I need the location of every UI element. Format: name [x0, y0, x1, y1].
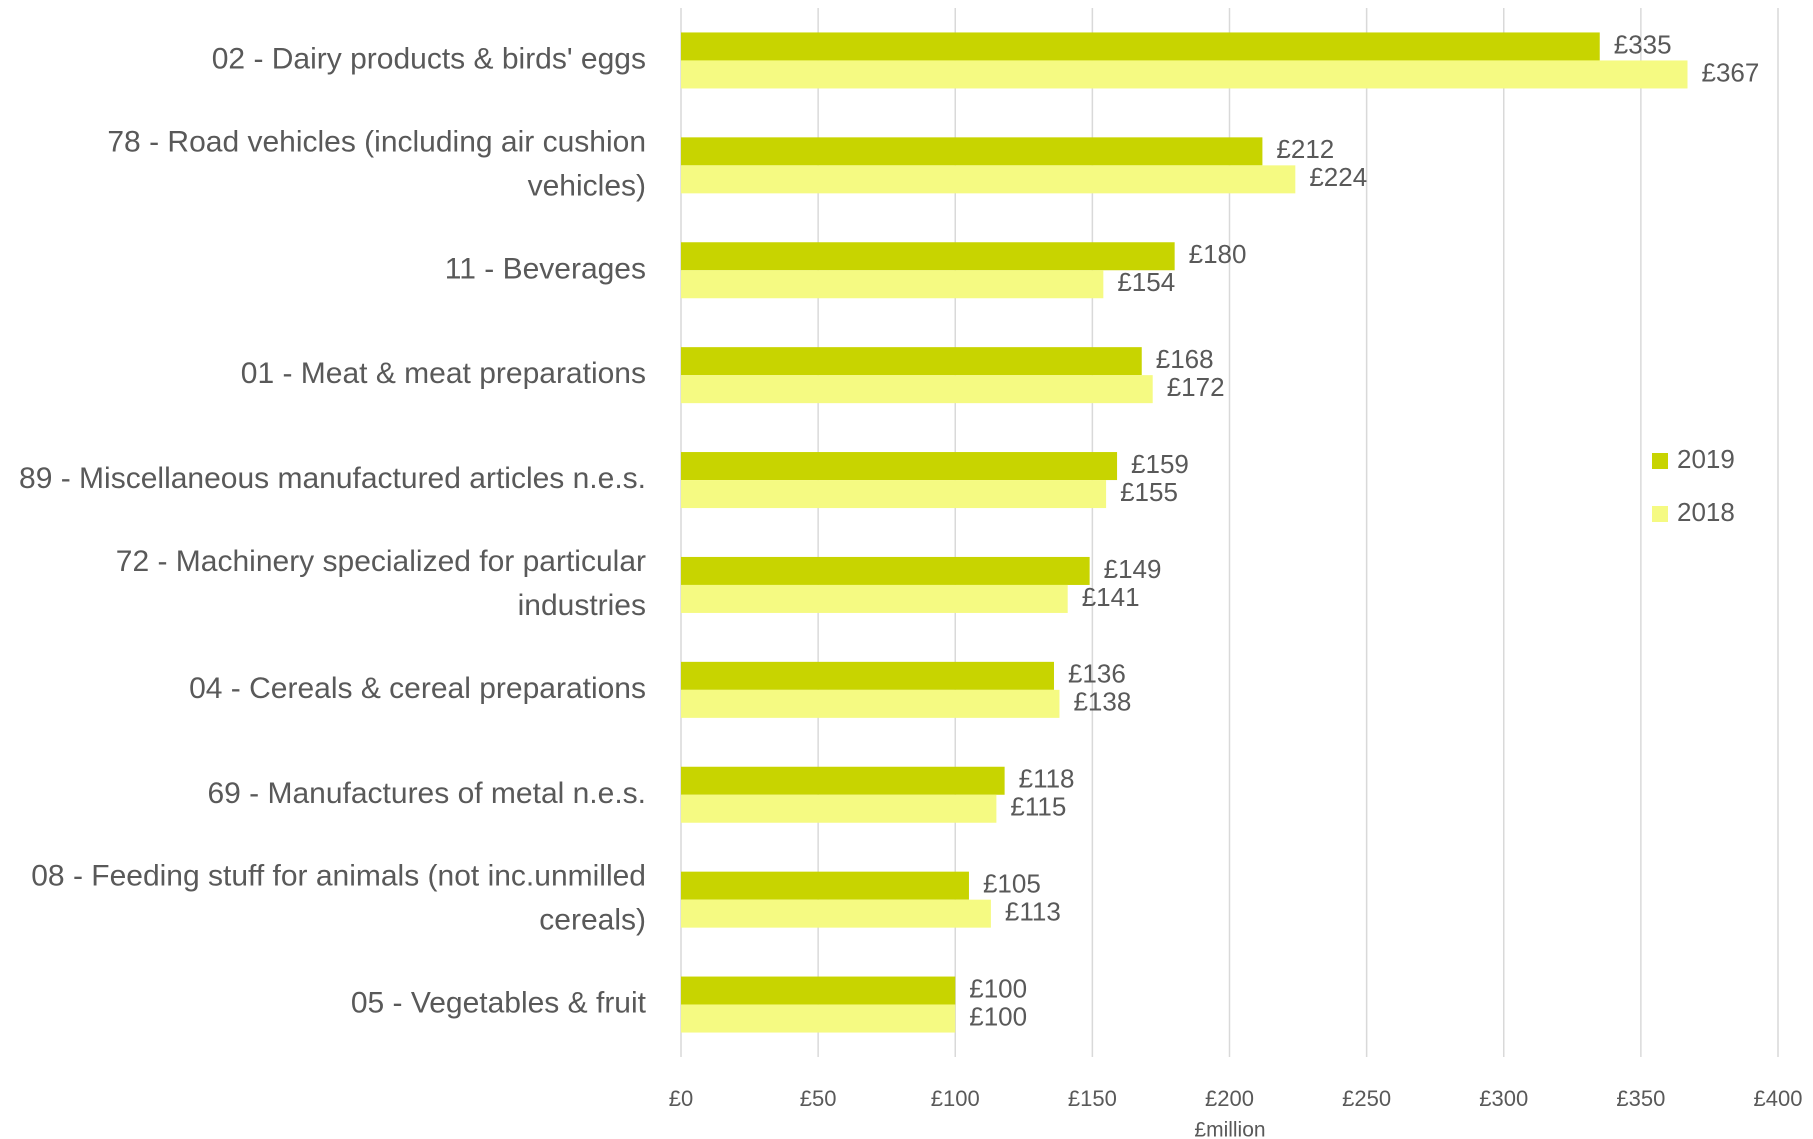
x-tick-label: £300: [1479, 1086, 1528, 1111]
value-label: £168: [1156, 344, 1214, 374]
value-label: £335: [1614, 29, 1672, 59]
x-tick-label: £350: [1616, 1086, 1665, 1111]
value-label: £367: [1701, 57, 1759, 87]
bar: [681, 794, 997, 823]
value-label: £141: [1082, 582, 1140, 612]
x-tick-label: £250: [1342, 1086, 1391, 1111]
legend-label: 2018: [1677, 497, 1735, 527]
bar: [681, 165, 1296, 194]
bar: [681, 584, 1068, 613]
x-tick-label: £100: [931, 1086, 980, 1111]
bar: [681, 871, 969, 900]
value-label: £115: [1010, 792, 1066, 822]
value-label: £105: [983, 869, 1041, 899]
bar: [681, 556, 1090, 585]
category-label: 04 - Cereals & cereal preparations: [189, 672, 646, 705]
legend-swatch: [1652, 506, 1668, 522]
bar: [681, 689, 1060, 718]
bar: [681, 976, 956, 1005]
value-label: £212: [1276, 134, 1334, 164]
value-label: £180: [1189, 239, 1247, 269]
value-label: £100: [969, 1001, 1027, 1031]
value-label: £149: [1104, 554, 1162, 584]
x-tick-label: £0: [669, 1086, 693, 1111]
category-label: 69 - Manufactures of metal n.e.s.: [207, 777, 646, 810]
bar: [681, 32, 1600, 61]
value-label: £224: [1309, 162, 1367, 192]
legend-swatch: [1652, 453, 1668, 469]
bar: [681, 1004, 956, 1033]
category-label: 89 - Miscellaneous manufactured articles…: [19, 462, 646, 495]
value-label: £155: [1120, 477, 1178, 507]
value-label: £100: [969, 973, 1027, 1003]
x-tick-label: £200: [1205, 1086, 1254, 1111]
bar: [681, 766, 1005, 795]
category-label: 11 - Beverages: [445, 252, 646, 285]
value-label: £113: [1005, 897, 1061, 927]
x-tick-label: £400: [1754, 1086, 1803, 1111]
category-label: 78 - Road vehicles (including air cushio…: [107, 125, 646, 202]
bar: [681, 480, 1107, 509]
value-label: £159: [1131, 449, 1189, 479]
bar: [681, 137, 1263, 166]
value-label: £154: [1117, 267, 1175, 297]
x-tick-label: £50: [800, 1086, 837, 1111]
x-tick-label: £150: [1068, 1086, 1117, 1111]
value-label: £172: [1167, 372, 1225, 402]
category-label: 01 - Meat & meat preparations: [241, 357, 646, 390]
bar: [681, 661, 1054, 690]
value-label: £136: [1068, 659, 1126, 689]
category-label: 72 - Machinery specialized for particula…: [116, 545, 646, 622]
bar: [681, 375, 1153, 404]
value-label: £118: [1019, 764, 1075, 794]
bar: [681, 452, 1118, 481]
category-label: 05 - Vegetables & fruit: [351, 986, 647, 1019]
bar: [681, 60, 1688, 89]
x-axis-title: £million: [1194, 1119, 1265, 1139]
category-label: 08 - Feeding stuff for animals (not inc.…: [31, 860, 646, 937]
bar: [681, 242, 1175, 271]
bar: [681, 270, 1104, 299]
bar: [681, 899, 991, 928]
value-label: £138: [1073, 687, 1131, 717]
bar: [681, 347, 1142, 376]
legend-label: 2019: [1677, 444, 1735, 474]
category-label: 02 - Dairy products & birds' eggs: [212, 42, 646, 75]
